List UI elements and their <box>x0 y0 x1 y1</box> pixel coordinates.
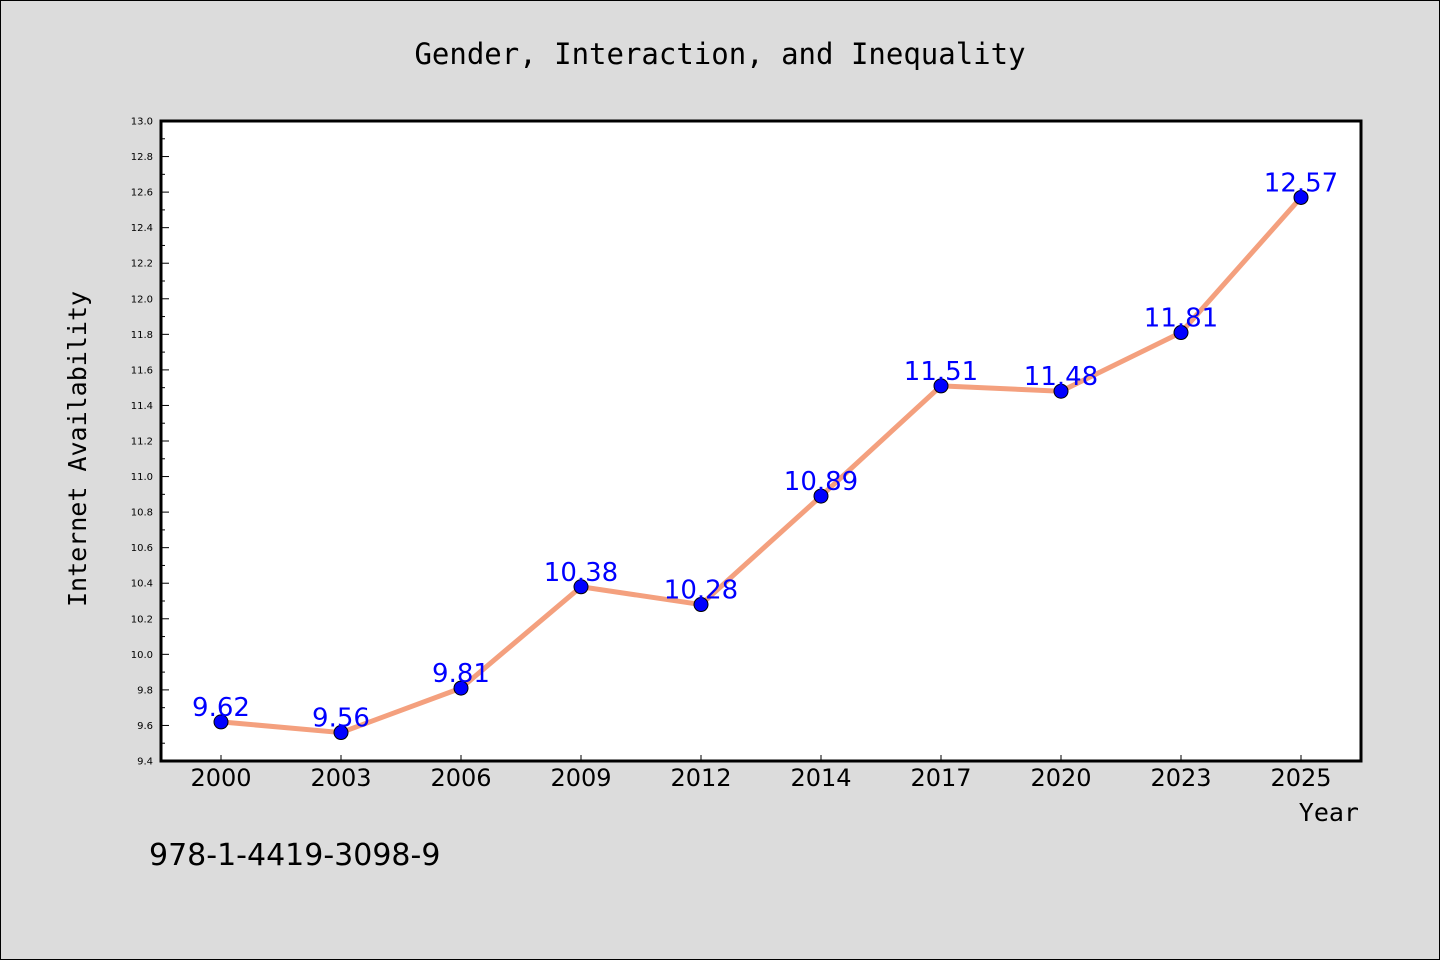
marker-group <box>213 189 1309 741</box>
y-tick-label: 10.8 <box>131 508 153 519</box>
data-label: 9.56 <box>312 704 370 734</box>
y-tick-label: 11.0 <box>131 472 153 483</box>
x-tick-label: 2025 <box>1270 764 1331 792</box>
data-label: 9.62 <box>192 693 250 723</box>
y-tick-label: 10.4 <box>131 579 153 590</box>
series-line <box>218 194 1304 736</box>
data-label-group: 9.62 9.56 9.81 10.38 10.28 10.89 11.51 11.48 11.… <box>192 168 1338 733</box>
y-tick-label: 10.6 <box>131 543 153 554</box>
y-tick-label: 12.8 <box>131 152 153 163</box>
data-label: 10.38 <box>544 558 618 588</box>
y-tick-label: 10.0 <box>131 650 153 661</box>
x-tick-label: 2014 <box>790 764 851 792</box>
y-tick-label: 9.6 <box>137 721 153 732</box>
x-tick-label: 2000 <box>190 764 251 792</box>
y-tick-label: 13.0 <box>131 117 153 128</box>
y-tick-label: 12.0 <box>131 294 153 305</box>
data-point <box>693 597 709 613</box>
data-label: 11.51 <box>904 357 978 387</box>
x-axis-ticks: 2000 2003 2006 2009 2012 2014 2017 2020 2023 2025 <box>190 755 1332 792</box>
data-label: 11.48 <box>1024 362 1098 392</box>
x-tick-label: 2009 <box>550 764 611 792</box>
y-tick-label: 12.6 <box>131 188 153 199</box>
data-label: 10.89 <box>784 467 858 497</box>
data-point <box>573 579 589 595</box>
plot-area <box>159 119 1363 763</box>
data-point <box>453 680 469 696</box>
data-point <box>333 725 349 741</box>
x-tick-label: 2006 <box>430 764 491 792</box>
y-tick-label: 9.4 <box>137 757 153 768</box>
data-point <box>1173 325 1189 341</box>
x-tick-label: 2003 <box>310 764 371 792</box>
x-tick-label: 2017 <box>910 764 971 792</box>
y-tick-label: 11.6 <box>131 365 153 376</box>
y-tick-label: 12.2 <box>131 259 153 270</box>
x-axis-label: Year <box>1299 798 1359 827</box>
data-label: 11.81 <box>1144 304 1218 334</box>
y-tick-label: 10.2 <box>131 614 153 625</box>
y-tick-label: 11.2 <box>131 437 153 448</box>
isbn-text: 978-1-4419-3098-9 <box>149 838 440 873</box>
data-point <box>933 378 949 394</box>
chart-title: Gender, Interaction, and Inequality <box>414 37 1025 71</box>
y-axis-ticks: 9.4 9.6 9.8 10.0 10.2 10.4 10.6 10.8 11.0 11.2 11.… <box>131 117 169 768</box>
y-tick-label: 11.4 <box>131 401 153 412</box>
y-tick-label: 9.8 <box>137 685 153 696</box>
data-point <box>1293 189 1309 205</box>
y-tick-label: 12.4 <box>131 223 153 234</box>
series-line-group <box>218 194 1304 736</box>
data-label: 12.57 <box>1264 168 1338 198</box>
data-point <box>213 714 229 730</box>
y-tick-label: 11.8 <box>131 330 153 341</box>
data-label: 9.81 <box>432 659 490 689</box>
data-point <box>813 488 829 504</box>
x-tick-label: 2020 <box>1030 764 1091 792</box>
y-axis-label: Internet Availability <box>63 291 92 607</box>
x-tick-label: 2023 <box>1150 764 1211 792</box>
data-label: 10.28 <box>664 576 738 606</box>
data-point <box>1053 383 1069 399</box>
x-tick-label: 2012 <box>670 764 731 792</box>
